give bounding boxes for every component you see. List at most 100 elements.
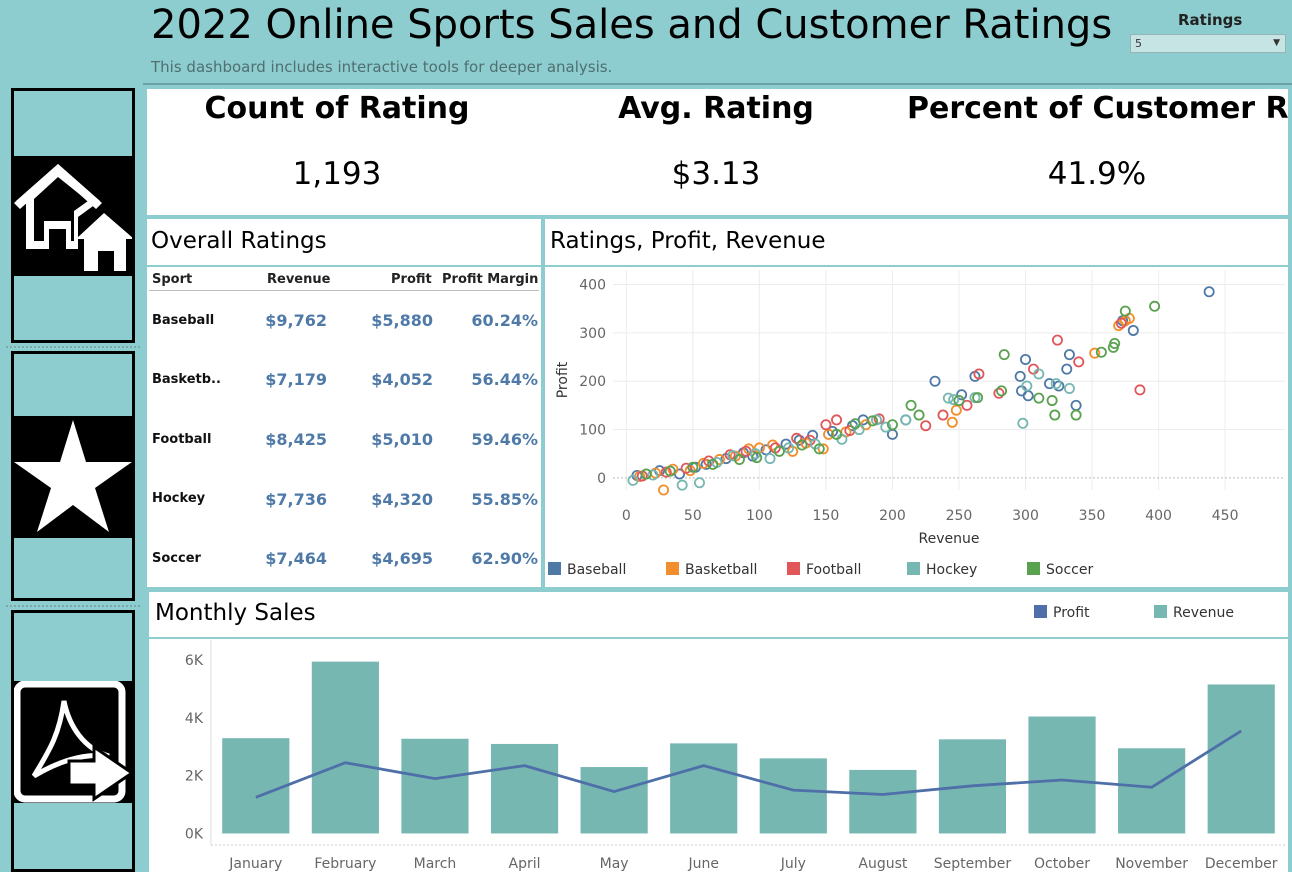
scatter-point-soccer[interactable] bbox=[849, 418, 861, 430]
scatter-point-hockey[interactable] bbox=[676, 479, 688, 491]
bar-revenue-august[interactable] bbox=[849, 769, 917, 834]
scatter-point-hockey[interactable] bbox=[948, 394, 960, 406]
scatter-point-baseball[interactable] bbox=[1022, 390, 1034, 402]
legend-item-profit[interactable]: Profit bbox=[1034, 605, 1090, 621]
legend-item-football[interactable]: Football bbox=[787, 562, 861, 578]
scatter-point-hockey[interactable] bbox=[942, 392, 954, 404]
scatter-point-basketball[interactable] bbox=[1089, 347, 1101, 359]
scatter-point-football[interactable] bbox=[791, 432, 803, 444]
nav-ratings-button[interactable] bbox=[11, 351, 135, 601]
scatter-point-hockey[interactable] bbox=[1017, 417, 1029, 429]
scatter-point-soccer[interactable] bbox=[751, 452, 763, 464]
scatter-point-soccer[interactable] bbox=[913, 409, 925, 421]
bar-revenue-november[interactable] bbox=[1118, 748, 1186, 834]
scatter-point-football[interactable] bbox=[1051, 334, 1063, 346]
scatter-point-soccer[interactable] bbox=[1095, 346, 1107, 358]
bar-revenue-may[interactable] bbox=[580, 767, 648, 834]
ratings-filter-select[interactable]: 5 ▼ bbox=[1130, 34, 1286, 53]
nav-home-button[interactable] bbox=[11, 88, 135, 343]
bar-revenue-october[interactable] bbox=[1028, 716, 1096, 834]
scatter-point-football[interactable] bbox=[831, 414, 843, 426]
scatter-point-hockey[interactable] bbox=[1050, 378, 1062, 390]
scatter-point-soccer[interactable] bbox=[972, 392, 984, 404]
scatter-point-hockey[interactable] bbox=[880, 421, 892, 433]
scatter-point-football[interactable] bbox=[1134, 384, 1146, 396]
profit-line[interactable] bbox=[255, 729, 1242, 799]
scatter-point-soccer[interactable] bbox=[707, 458, 719, 470]
scatter-point-basketball[interactable] bbox=[950, 404, 962, 416]
scatter-point-basketball[interactable] bbox=[823, 428, 835, 440]
scatter-point-soccer[interactable] bbox=[796, 439, 808, 451]
scatter-point-baseball[interactable] bbox=[1070, 399, 1082, 411]
scatter-point-soccer[interactable] bbox=[687, 461, 699, 473]
bar-revenue-july[interactable] bbox=[759, 758, 827, 834]
scatter-point-soccer[interactable] bbox=[886, 419, 898, 431]
scatter-point-soccer[interactable] bbox=[773, 445, 785, 457]
scatter-point-soccer[interactable] bbox=[866, 415, 878, 427]
scatter-point-hockey[interactable] bbox=[693, 477, 705, 489]
scatter-point-baseball[interactable] bbox=[929, 375, 941, 387]
scatter-point-soccer[interactable] bbox=[831, 428, 843, 440]
scatter-point-soccer[interactable] bbox=[813, 443, 825, 455]
scatter-point-soccer[interactable] bbox=[664, 465, 676, 477]
scatter-point-basketball[interactable] bbox=[667, 463, 679, 475]
revenue-cell: $7,464 bbox=[265, 549, 327, 568]
scatter-point-football[interactable] bbox=[820, 419, 832, 431]
bar-revenue-march[interactable] bbox=[401, 738, 469, 834]
scatter-point-hockey[interactable] bbox=[1063, 382, 1075, 394]
legend-item-revenue[interactable]: Revenue bbox=[1154, 605, 1234, 621]
scatter-point-soccer[interactable] bbox=[1033, 392, 1045, 404]
scatter-point-basketball[interactable] bbox=[817, 443, 829, 455]
scatter-point-basketball[interactable] bbox=[658, 484, 670, 496]
bar-revenue-february[interactable] bbox=[311, 661, 379, 834]
scatter-point-baseball[interactable] bbox=[1053, 380, 1065, 392]
scatter-point-soccer[interactable] bbox=[1149, 300, 1161, 312]
scatter-point-football[interactable] bbox=[961, 399, 973, 411]
scatter-point-football[interactable] bbox=[993, 387, 1005, 399]
scatter-point-football[interactable] bbox=[937, 409, 949, 421]
bar-revenue-december[interactable] bbox=[1207, 684, 1275, 834]
legend-item-baseball[interactable]: Baseball bbox=[548, 562, 626, 578]
scatter-point-hockey[interactable] bbox=[647, 469, 659, 481]
scatter-point-soccer[interactable] bbox=[733, 454, 745, 466]
bar-revenue-april[interactable] bbox=[490, 743, 559, 834]
scatter-point-soccer[interactable] bbox=[953, 395, 965, 407]
legend-item-hockey[interactable]: Hockey bbox=[907, 562, 977, 578]
scatter-point-baseball[interactable] bbox=[1063, 349, 1075, 361]
bar-revenue-june[interactable] bbox=[670, 743, 738, 834]
scatter-point-hockey[interactable] bbox=[1033, 368, 1045, 380]
scatter-point-soccer[interactable] bbox=[1119, 305, 1131, 317]
scatter-point-football[interactable] bbox=[1115, 317, 1127, 329]
scatter-point-baseball[interactable] bbox=[1127, 324, 1139, 336]
scatter-point-basketball[interactable] bbox=[767, 439, 779, 451]
scatter-point-football[interactable] bbox=[680, 462, 692, 474]
scatter-point-baseball[interactable] bbox=[1020, 353, 1032, 365]
legend-item-basketball[interactable]: Basketball bbox=[666, 562, 757, 578]
scatter-point-soccer[interactable] bbox=[996, 385, 1008, 397]
scatter-point-soccer[interactable] bbox=[1070, 409, 1082, 421]
scatter-point-baseball[interactable] bbox=[956, 389, 968, 401]
scatter-point-basketball[interactable] bbox=[946, 416, 958, 428]
scatter-point-hockey[interactable] bbox=[1021, 380, 1033, 392]
scatter-point-baseball[interactable] bbox=[1061, 363, 1073, 375]
scatter-point-football[interactable] bbox=[973, 368, 985, 380]
scatter-point-hockey[interactable] bbox=[900, 414, 912, 426]
scatter-point-soccer[interactable] bbox=[1046, 395, 1058, 407]
scatter-point-soccer[interactable] bbox=[998, 349, 1010, 361]
scatter-point-soccer[interactable] bbox=[640, 468, 652, 480]
scatter-point-hockey[interactable] bbox=[627, 474, 639, 486]
scatter-point-hockey[interactable] bbox=[764, 453, 776, 465]
bar-revenue-january[interactable] bbox=[222, 738, 290, 834]
monthly-sales-chart[interactable]: 0K 2K 4K 6K January February March April May June… bbox=[149, 640, 1288, 872]
scatter-point-soccer[interactable] bbox=[1049, 409, 1061, 421]
legend-item-soccer[interactable]: Soccer bbox=[1027, 562, 1093, 578]
scatter-point-hockey[interactable] bbox=[783, 442, 795, 454]
scatter-chart[interactable]: 0 50 100 150 200 250 300 350 400 450 0 100 200 300 400… bbox=[545, 268, 1288, 588]
scatter-point-football[interactable] bbox=[920, 420, 932, 432]
nav-export-pdf-button[interactable] bbox=[11, 610, 135, 872]
scatter-point-baseball[interactable] bbox=[1014, 370, 1026, 382]
scatter-point-soccer[interactable] bbox=[1109, 337, 1121, 349]
scatter-point-soccer[interactable] bbox=[905, 399, 917, 411]
scatter-point-football[interactable] bbox=[1073, 356, 1085, 368]
scatter-point-baseball[interactable] bbox=[1203, 286, 1215, 298]
